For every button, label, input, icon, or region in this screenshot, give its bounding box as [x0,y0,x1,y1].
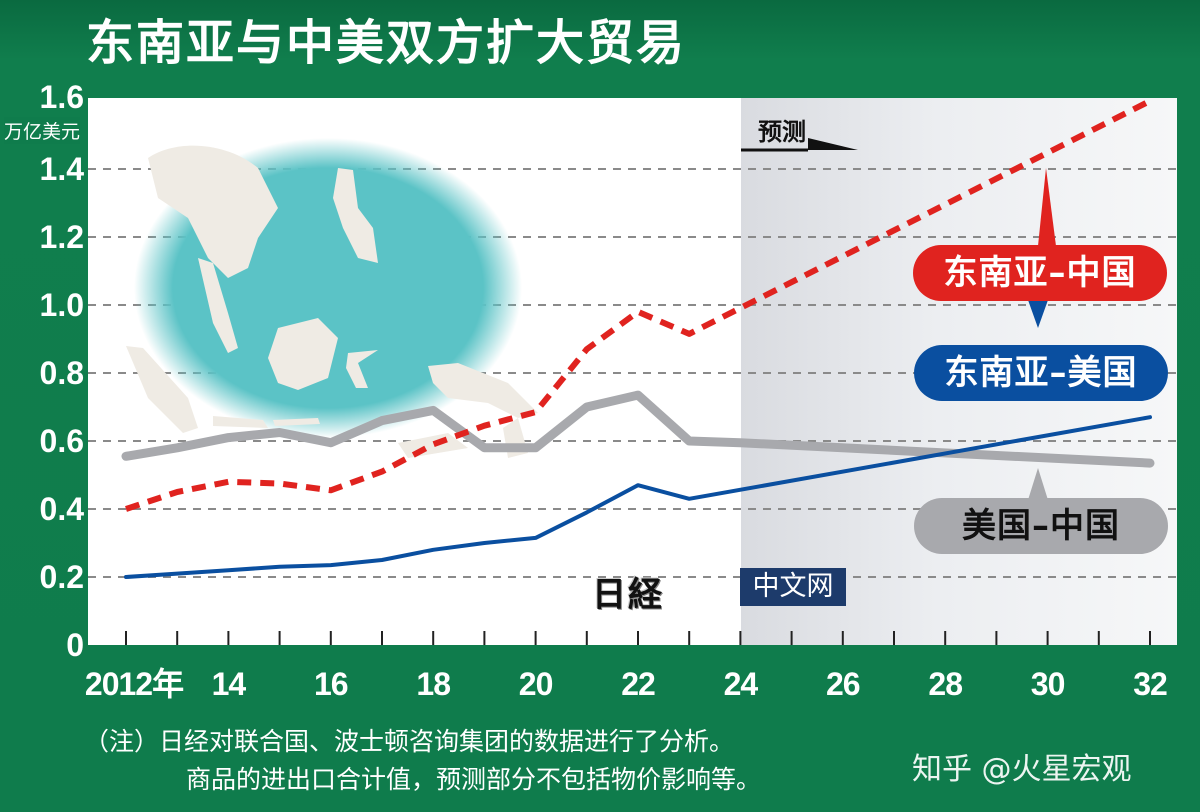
x-axis-tickmarks [125,631,1151,645]
source-credit: 知乎 @火星宏观 [912,752,1132,787]
y-tick-label: 0 [66,627,84,663]
y-tick-label: 1.4 [39,151,84,187]
forecast-label: 预测 [758,118,806,146]
x-tick-label: 22 [621,666,656,702]
y-tick-label: 1.0 [39,287,84,323]
x-tick-label: 24 [723,666,759,702]
x-tick-label: 32 [1133,666,1168,702]
y-tick-label: 1.2 [39,219,84,255]
x-tick-label: 18 [416,666,451,702]
asean-map-icon [126,138,538,458]
y-axis-unit: 万亿美元 [4,117,81,144]
x-tick-label: 26 [826,666,861,702]
footnote-line-2: 商品的进出口合计值，预测部分不包括物价影响等。 [186,765,762,794]
legend-callout-asean-us: 东南亚–美国 [914,345,1168,401]
legend-callout-asean-china: 东南亚–中国 [913,245,1167,301]
series-line [121,390,1155,468]
callout-pointer-red [1038,168,1056,246]
series-line [124,415,1152,579]
forecast-arrow-icon [741,138,858,152]
callout-pointer-blue [1028,300,1048,328]
x-tick-label: 16 [314,666,349,702]
y-tick-label: 0.2 [39,559,84,595]
footnote-line-1: （注）日经对联合国、波士顿咨询集团的数据进行了分析。 [84,727,735,756]
line-chart [88,98,1177,645]
y-tick-label: 0.6 [39,423,84,459]
nikkei-logo: 日経 [592,575,664,615]
x-tick-label: 30 [1030,666,1066,702]
legend-callout-us-china: 美国–中国 [914,498,1168,554]
y-tick-label: 0.8 [39,355,84,391]
y-tick-label: 1.6 [39,79,84,115]
series-lines [121,98,1155,579]
x-tick-label: 2012年 [84,666,184,702]
nikkei-chinese-badge: 中文网 [740,568,846,606]
x-tick-label: 14 [211,666,247,702]
x-tick-label: 28 [928,666,963,702]
chart-title: 东南亚与中美双方扩大贸易 [86,15,687,71]
callout-pointer-grey [1028,468,1048,500]
x-tick-label: 20 [518,666,554,702]
y-tick-label: 0.4 [39,491,84,527]
